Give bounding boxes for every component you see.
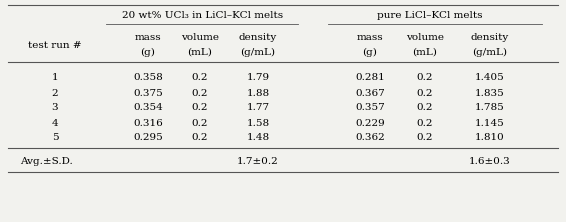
Text: volume: volume [181, 34, 219, 42]
Text: 4: 4 [52, 119, 58, 127]
Text: density: density [471, 34, 509, 42]
Text: 0.357: 0.357 [355, 103, 385, 113]
Text: 1.810: 1.810 [475, 133, 505, 143]
Text: 3: 3 [52, 103, 58, 113]
Text: 0.2: 0.2 [192, 133, 208, 143]
Text: mass: mass [357, 34, 383, 42]
Text: (g/mL): (g/mL) [473, 48, 508, 57]
Text: (g): (g) [363, 48, 378, 57]
Text: (mL): (mL) [187, 48, 212, 57]
Text: 1.785: 1.785 [475, 103, 505, 113]
Text: mass: mass [135, 34, 161, 42]
Text: 1.77: 1.77 [246, 103, 269, 113]
Text: 1.79: 1.79 [246, 73, 269, 83]
Text: 0.2: 0.2 [417, 73, 433, 83]
Text: test run #: test run # [28, 40, 82, 50]
Text: 0.316: 0.316 [133, 119, 163, 127]
Text: Avg.±S.D.: Avg.±S.D. [20, 157, 73, 165]
Text: 0.2: 0.2 [417, 133, 433, 143]
Text: 0.354: 0.354 [133, 103, 163, 113]
Text: (g/mL): (g/mL) [241, 48, 276, 57]
Text: 1.48: 1.48 [246, 133, 269, 143]
Text: (mL): (mL) [413, 48, 438, 57]
Text: 1.88: 1.88 [246, 89, 269, 97]
Text: 0.367: 0.367 [355, 89, 385, 97]
Text: 1.58: 1.58 [246, 119, 269, 127]
Text: 0.281: 0.281 [355, 73, 385, 83]
Text: 0.2: 0.2 [417, 103, 433, 113]
Text: (g): (g) [140, 48, 156, 57]
Text: volume: volume [406, 34, 444, 42]
Text: 2: 2 [52, 89, 58, 97]
Text: 1: 1 [52, 73, 58, 83]
Text: 1.6±0.3: 1.6±0.3 [469, 157, 511, 165]
Text: 0.229: 0.229 [355, 119, 385, 127]
Text: 0.375: 0.375 [133, 89, 163, 97]
Text: 1.405: 1.405 [475, 73, 505, 83]
Text: 20 wt% UCl₃ in LiCl–KCl melts: 20 wt% UCl₃ in LiCl–KCl melts [122, 12, 284, 20]
Text: 0.358: 0.358 [133, 73, 163, 83]
Text: 0.2: 0.2 [192, 73, 208, 83]
Text: 0.295: 0.295 [133, 133, 163, 143]
Text: 0.2: 0.2 [192, 103, 208, 113]
Text: 1.7±0.2: 1.7±0.2 [237, 157, 279, 165]
Text: 0.2: 0.2 [417, 119, 433, 127]
Text: 0.2: 0.2 [417, 89, 433, 97]
Text: 1.145: 1.145 [475, 119, 505, 127]
Text: pure LiCl–KCl melts: pure LiCl–KCl melts [378, 12, 483, 20]
Text: density: density [239, 34, 277, 42]
Text: 0.362: 0.362 [355, 133, 385, 143]
Text: 0.2: 0.2 [192, 89, 208, 97]
Text: 1.835: 1.835 [475, 89, 505, 97]
Text: 0.2: 0.2 [192, 119, 208, 127]
Text: 5: 5 [52, 133, 58, 143]
